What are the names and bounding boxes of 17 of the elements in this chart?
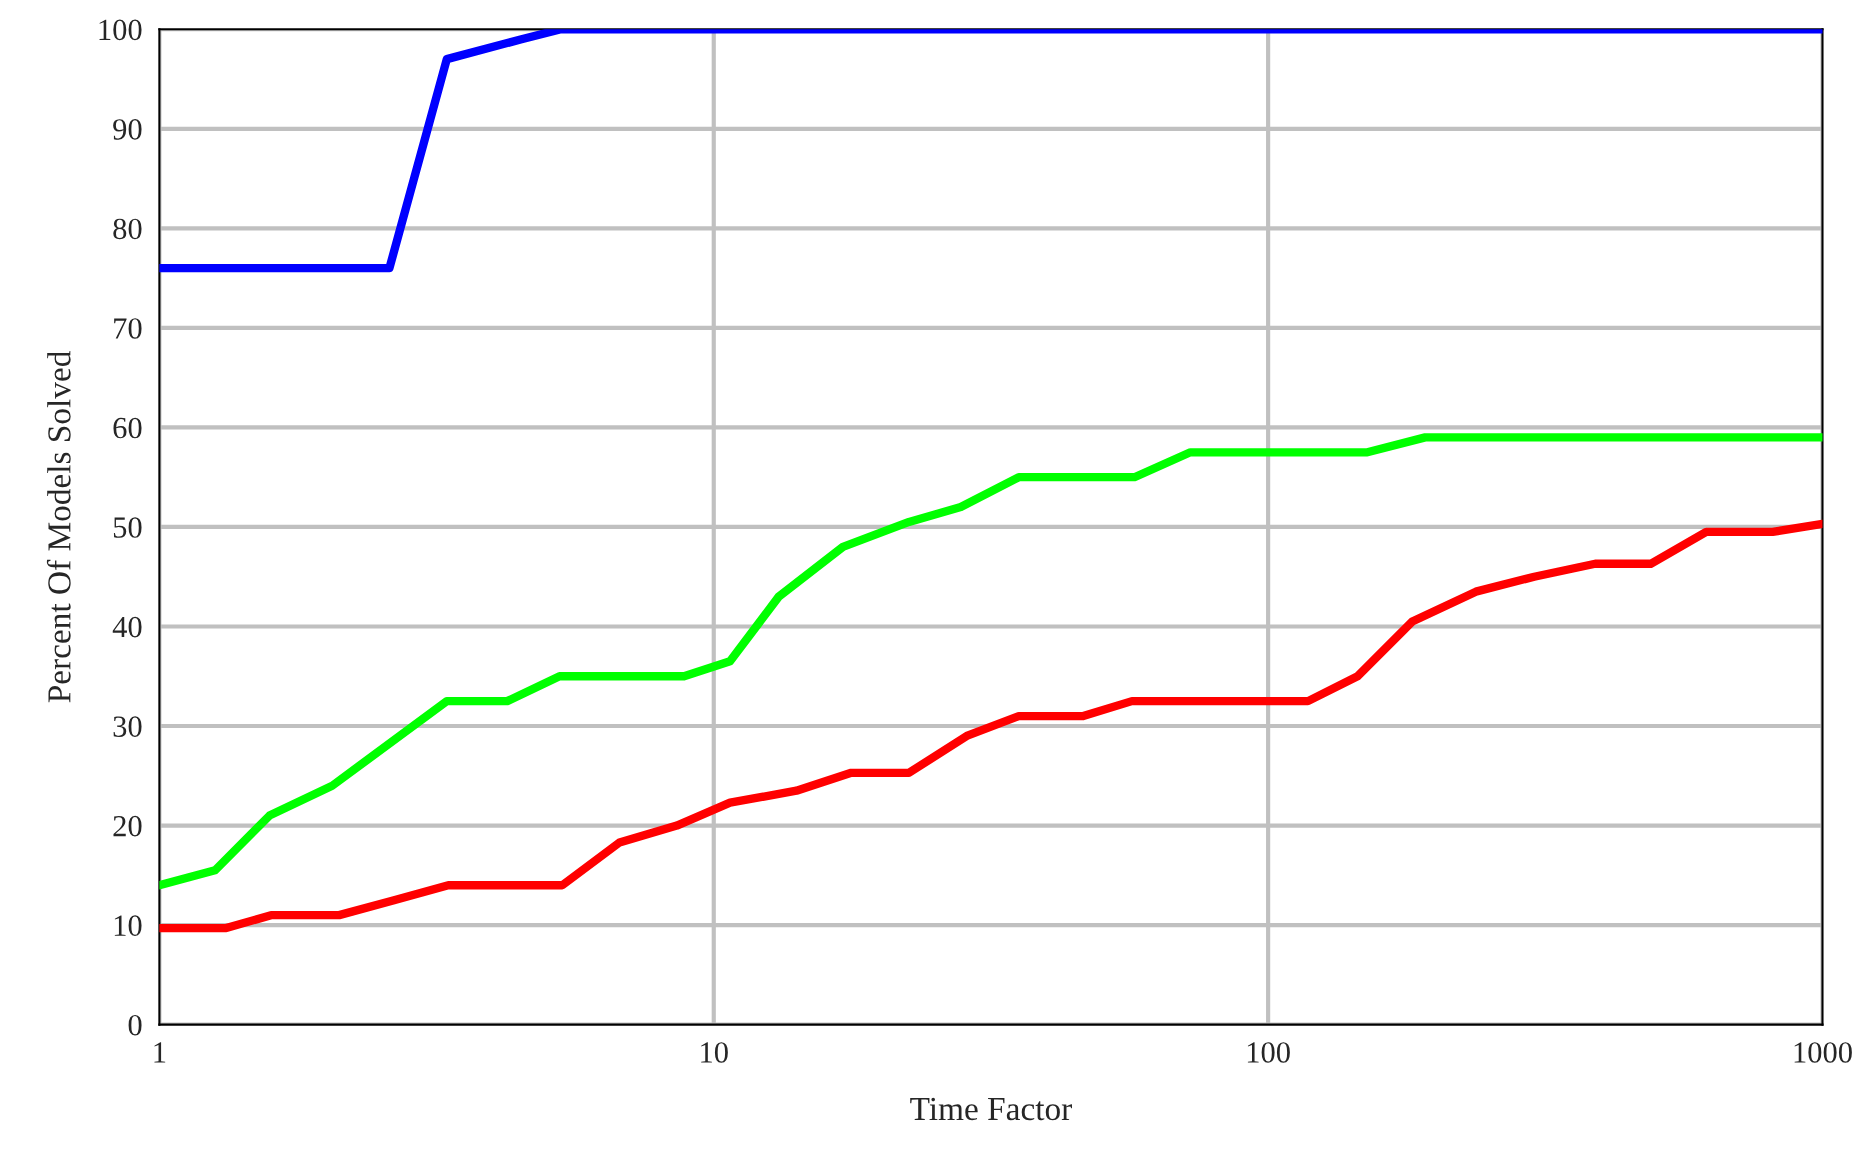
y-tick-label: 10 xyxy=(114,915,142,936)
x-tick-label: 10 xyxy=(701,1042,728,1063)
y-tick-label: 30 xyxy=(113,716,142,737)
y-tick-label: 90 xyxy=(113,119,142,140)
y-tick-label: 60 xyxy=(113,417,142,439)
x-axis-title: Time Factor xyxy=(910,1097,1072,1121)
x-tick-label: 1000 xyxy=(1794,1042,1852,1063)
y-tick-label: 20 xyxy=(113,815,142,837)
y-tick-label: 0 xyxy=(128,1014,142,1036)
x-tick-label: 100 xyxy=(1247,1042,1290,1063)
y-tick-label: 80 xyxy=(113,218,142,240)
y-tick-label: 100 xyxy=(99,19,142,41)
x-tick-label: 1 xyxy=(154,1042,166,1063)
y-tick-label: 40 xyxy=(112,616,142,638)
y-axis-title: Percent Of Models Solved xyxy=(46,351,71,703)
y-tick-label: 50 xyxy=(113,517,142,538)
y-tick-label: 70 xyxy=(114,318,142,339)
